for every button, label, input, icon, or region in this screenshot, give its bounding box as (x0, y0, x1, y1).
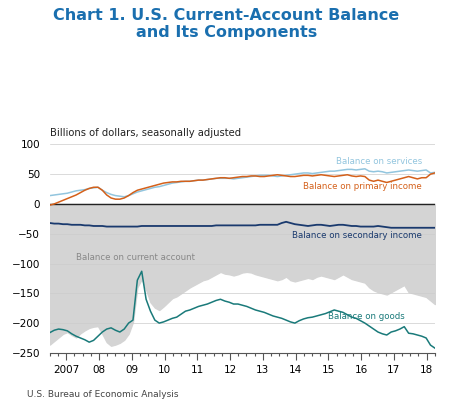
Text: Chart 1. U.S. Current-Account Balance
and Its Components: Chart 1. U.S. Current-Account Balance an… (53, 8, 400, 41)
Text: Billions of dollars, seasonally adjusted: Billions of dollars, seasonally adjusted (50, 128, 241, 138)
Text: Balance on goods: Balance on goods (328, 312, 404, 321)
Text: Balance on primary income: Balance on primary income (303, 182, 422, 192)
Text: U.S. Bureau of Economic Analysis: U.S. Bureau of Economic Analysis (27, 390, 178, 399)
Text: Balance on secondary income: Balance on secondary income (292, 231, 422, 240)
Text: Balance on current account: Balance on current account (76, 253, 195, 262)
Text: Balance on services: Balance on services (336, 157, 422, 166)
